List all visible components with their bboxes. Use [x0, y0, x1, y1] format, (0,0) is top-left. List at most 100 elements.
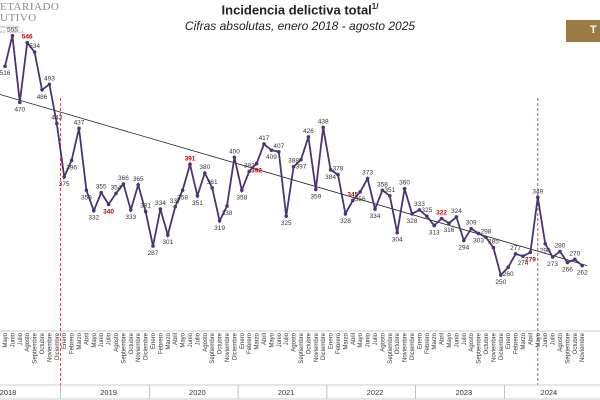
data-point	[454, 215, 459, 219]
month-tick-label: Julio	[18, 332, 24, 345]
data-point	[99, 190, 103, 195]
month-tick-label: Septiembre	[33, 332, 39, 363]
data-label: 384	[325, 174, 336, 181]
data-label: 280	[555, 243, 566, 250]
data-point	[580, 263, 584, 268]
data-point	[247, 169, 251, 174]
data-point	[143, 209, 148, 214]
data-label: 328	[407, 218, 418, 225]
data-label: 546	[22, 34, 33, 41]
data-label: 338	[222, 210, 233, 217]
year-label: 2024	[541, 388, 558, 397]
data-point	[232, 155, 237, 160]
data-point	[314, 187, 318, 192]
month-tick-label: Junio	[543, 332, 549, 347]
data-point	[195, 193, 200, 198]
data-label: 437	[74, 119, 85, 126]
month-tick-label: Enero	[329, 332, 335, 349]
data-point	[306, 135, 311, 139]
data-point	[491, 245, 496, 250]
data-point	[129, 208, 133, 212]
data-label: 409	[266, 154, 277, 161]
month-tick-label: Abril	[84, 333, 90, 345]
month-tick-label: Septiembre	[299, 332, 305, 363]
data-label: 332	[88, 215, 99, 222]
month-tick-label: Noviembre	[491, 332, 497, 362]
data-point	[158, 207, 163, 211]
month-tick-label: Julio	[462, 332, 468, 345]
data-label: 358	[236, 194, 247, 201]
data-point	[32, 50, 37, 54]
data-point	[573, 257, 577, 262]
data-label: 392	[251, 168, 262, 175]
data-label: 298	[481, 228, 492, 235]
data-label: 260	[503, 271, 514, 278]
org-name-line1: ETARIADO	[0, 1, 60, 13]
data-label: 266	[562, 266, 573, 273]
data-point	[476, 231, 481, 236]
data-point	[439, 216, 444, 221]
month-tick-label: Abril	[351, 333, 357, 345]
data-point	[536, 195, 540, 200]
month-tick-label: Agosto	[114, 332, 120, 351]
month-tick-label: Agosto	[25, 332, 31, 351]
data-point	[69, 158, 74, 163]
data-label: 250	[495, 279, 506, 286]
data-point	[484, 235, 488, 240]
month-tick-label: Agosto	[469, 332, 475, 351]
data-point	[410, 212, 414, 216]
month-tick-label: Diciembre	[321, 332, 327, 360]
data-label: 396	[66, 164, 77, 171]
data-label: 340	[103, 208, 114, 215]
data-point	[166, 233, 170, 237]
month-tick-label: Febrero	[158, 332, 164, 354]
data-label: 331	[140, 202, 151, 209]
month-tick-label: Marzo	[432, 332, 438, 349]
data-point	[55, 121, 59, 126]
data-point	[210, 186, 214, 190]
data-point	[3, 64, 7, 69]
data-point	[506, 265, 511, 270]
month-tick-label: Mayo	[447, 332, 453, 347]
data-label: 356	[355, 196, 366, 203]
data-point	[151, 244, 155, 248]
trend-line	[0, 94, 588, 267]
section-badge[interactable]: T	[566, 20, 600, 42]
month-tick-label: Octubre	[573, 332, 579, 354]
year-label: 2023	[455, 388, 472, 397]
data-point	[84, 188, 89, 193]
month-tick-label: Mayo	[3, 332, 9, 347]
data-label: 417	[259, 135, 270, 142]
data-point	[432, 223, 437, 228]
data-point	[321, 125, 326, 130]
data-label: 555	[7, 27, 18, 34]
data-label: 354	[111, 184, 122, 191]
month-tick-label: Septiembre	[477, 332, 483, 363]
month-tick-label: Septiembre	[121, 332, 127, 363]
data-label: 277	[510, 245, 521, 252]
data-label: 443	[51, 115, 62, 122]
data-label: 426	[303, 128, 314, 135]
data-label: 325	[281, 220, 292, 227]
data-point	[543, 241, 547, 246]
month-tick-label: Enero	[417, 332, 423, 349]
data-point	[417, 208, 422, 212]
data-point	[262, 142, 266, 146]
data-point	[521, 254, 525, 259]
month-tick-label: Febrero	[70, 332, 76, 354]
month-tick-label: Mayo	[92, 332, 98, 347]
data-point	[365, 176, 370, 181]
chart-title-text: Incidencia delictiva total	[221, 2, 372, 18]
month-tick-label: Mayo	[536, 332, 542, 347]
data-label: 309	[466, 220, 477, 227]
month-tick-label: Septiembre	[388, 332, 394, 363]
data-label: 274	[518, 260, 529, 267]
data-label: 382	[244, 162, 255, 169]
month-tick-label: Junio	[99, 332, 105, 347]
data-label: 328	[340, 218, 351, 225]
data-label: 287	[148, 250, 159, 257]
org-name-line3: NACIONAL	[0, 24, 21, 29]
data-point	[425, 214, 429, 218]
data-point	[402, 186, 407, 191]
